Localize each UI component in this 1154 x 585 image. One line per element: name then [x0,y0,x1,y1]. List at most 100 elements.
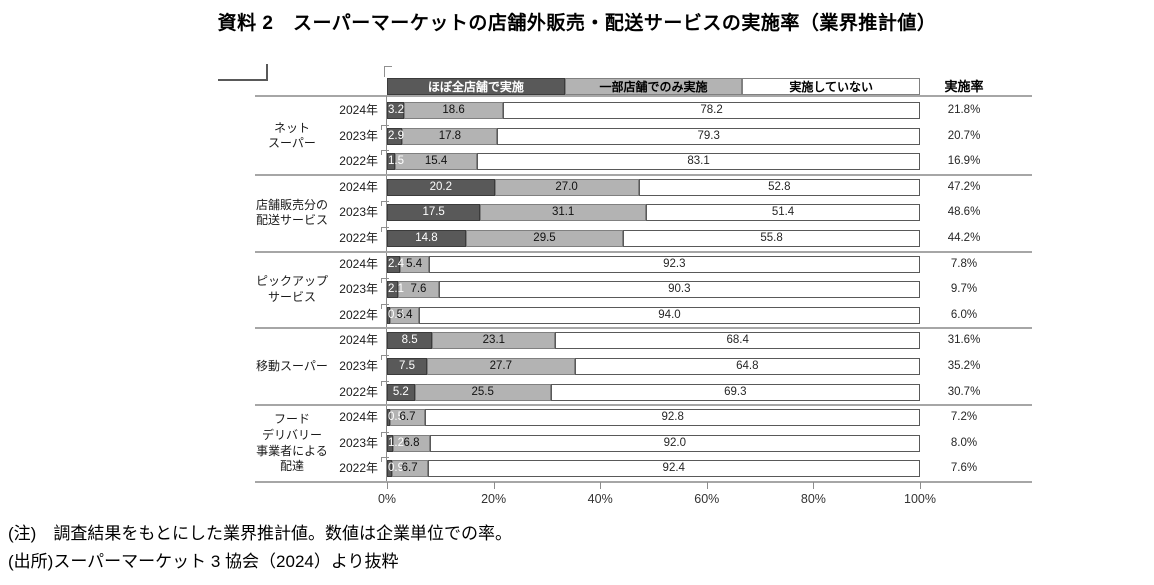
year-label: 2023年 [339,359,378,373]
rate-value: 7.6% [950,462,978,475]
rate-value: 30.7% [947,385,981,398]
segment-not-implemented [497,127,920,145]
segment-value: 83.1 [687,155,710,168]
segment-value: 6.7 [399,411,416,424]
bottom-separator [255,481,1032,483]
segment-value: 8.5 [401,334,418,347]
segment-some-stores [432,332,556,350]
legend-label-not-implemented: 実施していない [789,80,873,94]
rate-value: 44.2% [947,232,981,244]
row-tick [381,278,389,284]
segment-some-stores [480,204,647,222]
segment-value: 64.8 [736,360,759,372]
rate-value: 31.6% [947,334,981,347]
segment-value: 68.4 [726,334,749,347]
segment-not-implemented [438,281,920,299]
year-label: 2024年 [339,333,378,348]
segment-all-stores [387,332,433,350]
rate-value: 7.8% [950,257,978,270]
corner-mark [218,64,268,81]
bar-row: 1.2 6.8 92.0 [387,434,920,452]
year-label: 2024年 [339,410,378,425]
segment-not-implemented [623,230,920,247]
segment-some-stores [402,127,498,145]
bar-row: 0.9 6.7 92.4 [387,460,920,478]
year-label: 2022年 [339,461,378,476]
segment-all-stores [387,153,395,171]
x-axis-tick-label: 40% [587,492,613,506]
segment-some-stores [465,230,624,247]
bar-row: 5.2 25.5 69.3 [387,383,920,401]
year-label: 2023年 [339,205,378,220]
segment-value: 5.2 [392,385,409,398]
year-label: 2022年 [339,154,378,169]
segment-value: 52.8 [768,180,791,193]
segment-value: 6.8 [403,436,420,449]
category-label: ピックアップ サービス [255,274,328,304]
x-axis-tick [600,482,602,489]
notes-block: (注) 調査結果をもとにした業界推計値。数値は企業単位での率。 (出所)スーパー… [8,520,512,576]
bar-row: 8.5 23.1 68.4 [387,332,920,350]
year-label: 2023年 [339,128,378,143]
segment-not-implemented [638,178,920,196]
row-tick [381,124,389,130]
segment-some-stores [399,255,429,273]
legend-item-not-implemented: 実施していない [742,78,920,95]
segment-not-implemented [427,460,920,478]
segment-value: 79.3 [697,129,720,142]
x-axis-tick [706,482,708,489]
segment-value: 92.8 [661,411,684,424]
segment-some-stores [391,460,428,478]
segment-value: 6.7 [401,462,418,475]
segment-value: 92.3 [663,257,686,270]
rate-value: 9.7% [950,283,978,296]
note-line: (注) 調査結果をもとにした業界推計値。数値は企業単位での率。 [8,524,512,543]
segment-value: 0.9 [388,462,404,475]
rate-value: 21.8% [947,104,981,116]
row-tick [381,227,389,232]
segment-all-stores [387,127,403,145]
segment-not-implemented [418,306,920,324]
year-label: 2024年 [339,179,378,194]
category-label: ネット スーパー [268,120,316,151]
source-line: (出所)スーパーマーケット 3 協会（2024）より抜粋 [8,552,399,571]
segment-not-implemented [429,434,920,452]
bar-row: 20.2 27.0 52.8 [387,178,920,196]
segment-some-stores [398,281,439,299]
segment-not-implemented [503,102,920,119]
year-label: 2022年 [339,384,378,399]
rate-value: 7.2% [950,411,978,424]
row-tick [381,431,389,437]
category-label: フード デリバリー 事業者による 配達 [256,412,328,474]
segment-value: 3.2 [388,104,404,116]
segment-value: 55.8 [760,232,783,244]
segment-not-implemented [425,409,920,427]
segment-all-stores [387,178,495,196]
segment-all-stores [387,102,405,119]
segment-not-implemented [477,153,920,171]
rate-column-header: 実施率 [944,79,984,94]
segment-value: 2.9 [388,129,404,142]
year-label: 2023年 [339,282,378,297]
legend-item-some-stores: 一部店舗でのみ実施 [564,78,743,95]
x-axis-tick-label: 0% [377,492,397,506]
row-tick [381,355,389,360]
segment-all-stores [387,255,400,273]
segment-value: 5.4 [406,257,423,270]
segment-some-stores [394,153,478,171]
x-axis-tick-label: 20% [481,492,507,506]
segment-value: 0.5 [388,411,404,424]
bar-row: 2.1 7.6 90.3 [387,281,920,299]
bar-row: 0.6 5.4 94.0 [387,306,920,324]
legend-separator [255,95,1032,97]
x-axis-tick-label: 60% [694,492,720,506]
x-axis-tick [813,482,815,489]
segment-value: 20.2 [429,180,453,193]
segment-value: 78.2 [700,104,723,116]
segment-not-implemented [646,204,920,222]
segment-some-stores [389,409,426,427]
segment-all-stores [387,204,481,222]
segment-value: 27.0 [555,180,578,193]
group-separator [255,404,1032,407]
